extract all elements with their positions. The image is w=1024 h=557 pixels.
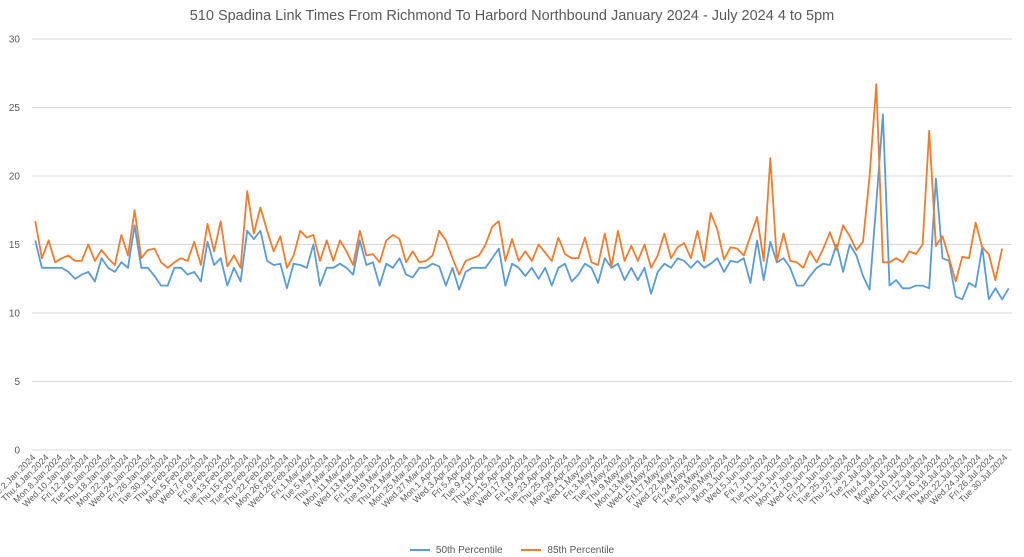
y-tick-label-15: 15	[9, 240, 21, 251]
y-tick-label-0: 0	[14, 446, 20, 457]
y-tick-label-20: 20	[9, 172, 21, 183]
y-tick-label-5: 5	[14, 377, 20, 388]
series-line-p85	[34, 83, 1003, 283]
y-tick-label-10: 10	[9, 309, 21, 320]
legend-label-p85: 85th Percentile	[547, 544, 615, 556]
legend-item-p85: 85th Percentile	[521, 545, 614, 556]
chart-title: 510 Spadina Link Times From Richmond To …	[189, 8, 835, 24]
legend: 50th Percentile 85th Percentile	[0, 543, 1024, 556]
legend-item-p50: 50th Percentile	[409, 544, 503, 556]
legend-label-p50: 50th Percentile	[435, 544, 503, 556]
y-tick-label-30: 30	[9, 35, 21, 46]
y-tick-label-25: 25	[9, 103, 21, 114]
legend-swatch-p50	[409, 549, 430, 551]
series-line-p50	[34, 113, 1010, 301]
legend-swatch-p85	[521, 549, 542, 551]
